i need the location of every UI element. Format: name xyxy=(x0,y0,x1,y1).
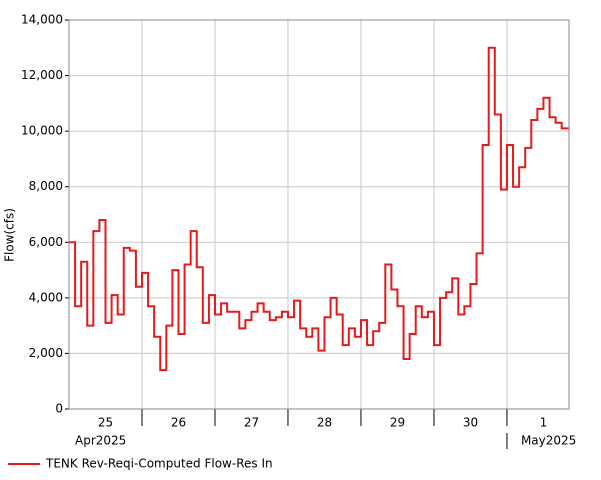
plot-frame xyxy=(68,19,570,410)
x-tick-label: 30 xyxy=(463,416,478,430)
month-label: May2025 xyxy=(521,434,576,448)
y-tick-label: 2,000 xyxy=(29,346,63,360)
y-tick-label: 6,000 xyxy=(29,235,63,249)
y-tick-label: 0 xyxy=(55,402,63,416)
x-tick-label: 29 xyxy=(390,416,405,430)
y-axis-label: Flow(cfs) xyxy=(3,208,17,262)
x-tick-label: 27 xyxy=(244,416,259,430)
legend-label: TENK Rev-Reqi-Computed Flow-Res In xyxy=(45,457,273,471)
x-tick-label: 25 xyxy=(98,416,113,430)
y-tick-label: 4,000 xyxy=(29,290,63,304)
y-tick-label: 14,000 xyxy=(21,13,63,27)
x-tick-label: 28 xyxy=(317,416,332,430)
step-line xyxy=(69,46,569,372)
y-tick-label: 10,000 xyxy=(21,124,63,138)
y-tick-label: 12,000 xyxy=(21,68,63,82)
month-label: Apr2025 xyxy=(75,434,126,448)
x-tick-label: 26 xyxy=(171,416,186,430)
x-tick-label: 1 xyxy=(540,416,548,430)
y-tick-label: 8,000 xyxy=(29,179,63,193)
